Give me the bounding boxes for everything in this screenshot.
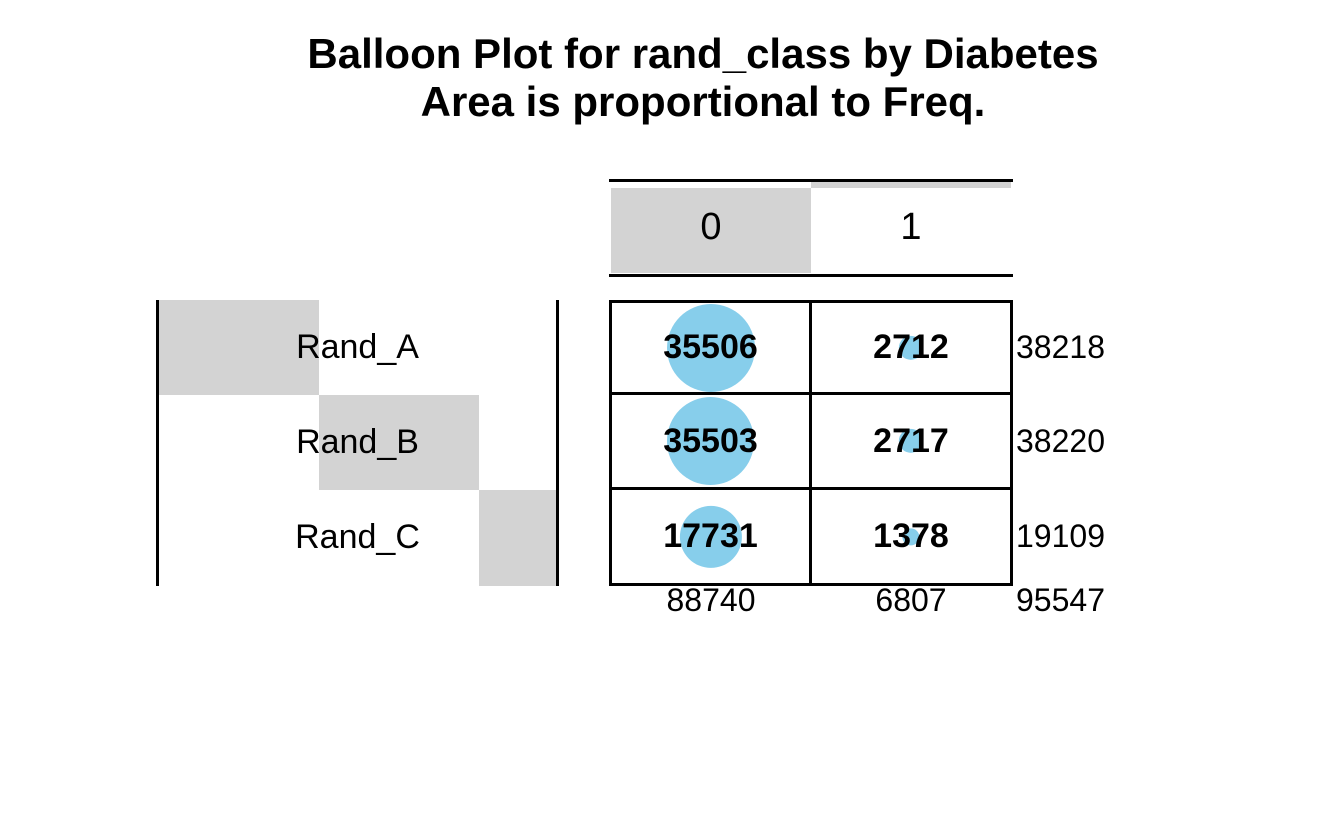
header-top-rule [609,179,1013,182]
cell-value: 1378 [873,517,949,555]
row-margin-bar-rand-a [159,300,319,395]
table-border-right [1010,300,1013,586]
balloon-cell-c1: 1378 [812,490,1010,583]
chart-title-line1: Balloon Plot for rand_class by Diabetes [307,30,1099,77]
row-total-rand-b: 38220 [1016,422,1105,459]
balloon-cell-a1: 2712 [812,303,1010,392]
balloon-circle [666,397,755,485]
balloon-cell-a0: 35506 [612,303,809,392]
balloon-circle [902,527,920,546]
col-margin-bar-0 [611,188,811,273]
table-row-divider-1 [609,392,1013,395]
cell-value: 35503 [663,421,758,460]
cell-value: 35506 [663,328,758,366]
row-labels-left-rule [156,300,159,586]
row-total-rand-c: 19109 [1016,518,1105,554]
col-total-0: 88740 [666,581,756,618]
column-header-0: 0 [700,206,722,248]
column-header-1: 1 [900,206,922,248]
col-total-1: 6807 [875,581,947,618]
balloon-circle [666,303,755,392]
chart-title: Balloon Plot for rand_class by Diabetes … [103,30,1303,126]
table-column-divider [809,300,812,586]
row-labels-right-rule [556,300,559,586]
cell-value: 2712 [873,328,949,366]
cell-value: 17731 [663,517,758,555]
grand-total: 95547 [1016,581,1105,618]
row-margin-bar-rand-c [479,490,556,586]
row-margin-bar-rand-b [319,395,479,490]
chart-title-line2: Area is proportional to Freq. [420,78,986,125]
balloon-cell-b1: 2717 [812,395,1010,487]
table-border-left [609,300,612,586]
header-bottom-rule [609,274,1013,277]
row-total-rand-a: 38218 [1016,329,1105,365]
balloon-circle [679,505,742,568]
row-label-rand-a: Rand_A [296,328,419,366]
table-row-divider-2 [609,487,1013,490]
balloon-circle [898,428,924,454]
balloon-cell-c0: 17731 [612,490,809,583]
col-margin-bar-1 [811,182,1011,188]
row-label-rand-c: Rand_C [295,518,420,556]
cell-value: 2717 [873,421,949,460]
balloon-cell-b0: 35503 [612,395,809,487]
balloon-circle [898,335,924,360]
row-label-rand-b: Rand_B [296,423,419,461]
